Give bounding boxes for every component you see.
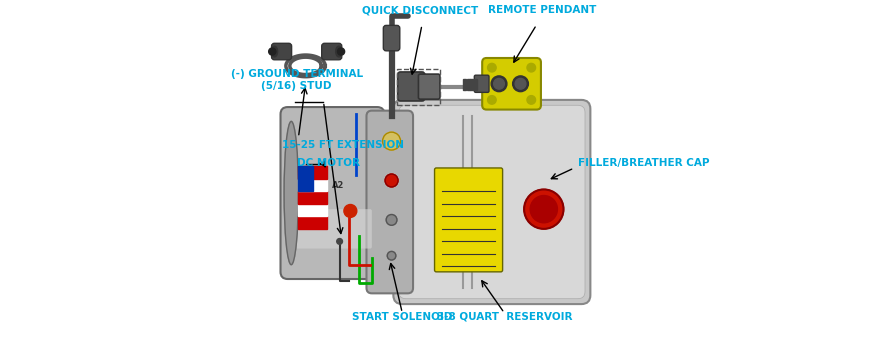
Circle shape [526,96,535,104]
Circle shape [487,96,495,104]
Circle shape [268,48,276,55]
Circle shape [385,214,396,225]
Text: 15-25 FT EXTENSION: 15-25 FT EXTENSION [282,140,404,150]
FancyBboxPatch shape [399,105,585,299]
FancyBboxPatch shape [289,209,371,249]
Ellipse shape [271,46,277,57]
Circle shape [385,174,398,187]
FancyBboxPatch shape [434,168,502,272]
Bar [298,191,327,204]
Circle shape [530,196,556,223]
Circle shape [337,239,342,244]
Text: 3-8 QUART  RESERVOIR: 3-8 QUART RESERVOIR [436,312,571,322]
Ellipse shape [284,121,298,265]
Text: REMOTE PENDANT: REMOTE PENDANT [487,5,595,16]
Text: A2: A2 [331,181,344,190]
Text: (-) GROUND TERMINAL
(5/16) STUD: (-) GROUND TERMINAL (5/16) STUD [230,69,362,91]
Bar [298,166,327,179]
Circle shape [337,48,345,55]
FancyBboxPatch shape [397,72,424,101]
Bar [298,179,327,191]
Ellipse shape [335,46,342,57]
FancyBboxPatch shape [418,74,439,99]
Bar [470,79,473,90]
Bar [298,216,327,229]
FancyBboxPatch shape [474,75,488,92]
FancyBboxPatch shape [322,43,341,60]
Text: START SOLENOID: START SOLENOID [352,312,452,322]
FancyBboxPatch shape [280,107,384,279]
Circle shape [512,76,528,92]
FancyBboxPatch shape [392,100,590,304]
FancyBboxPatch shape [366,111,413,293]
Circle shape [494,78,504,89]
FancyBboxPatch shape [482,58,540,110]
Circle shape [344,204,356,217]
Bar [466,79,469,90]
Text: FILLER/BREATHER CAP: FILLER/BREATHER CAP [577,158,709,168]
Circle shape [515,78,525,89]
Bar [396,69,439,105]
Circle shape [382,132,400,150]
Text: DC MOTOR: DC MOTOR [296,158,359,168]
Circle shape [491,76,506,92]
Bar [462,79,465,90]
Circle shape [387,251,395,260]
FancyBboxPatch shape [383,25,400,51]
Bar [473,79,477,90]
Bar [298,204,327,216]
Text: QUICK DISCONNECT: QUICK DISCONNECT [361,5,478,16]
Bar [298,166,313,191]
Circle shape [524,190,563,229]
Circle shape [526,64,535,72]
Circle shape [487,64,495,72]
FancyBboxPatch shape [271,43,291,60]
